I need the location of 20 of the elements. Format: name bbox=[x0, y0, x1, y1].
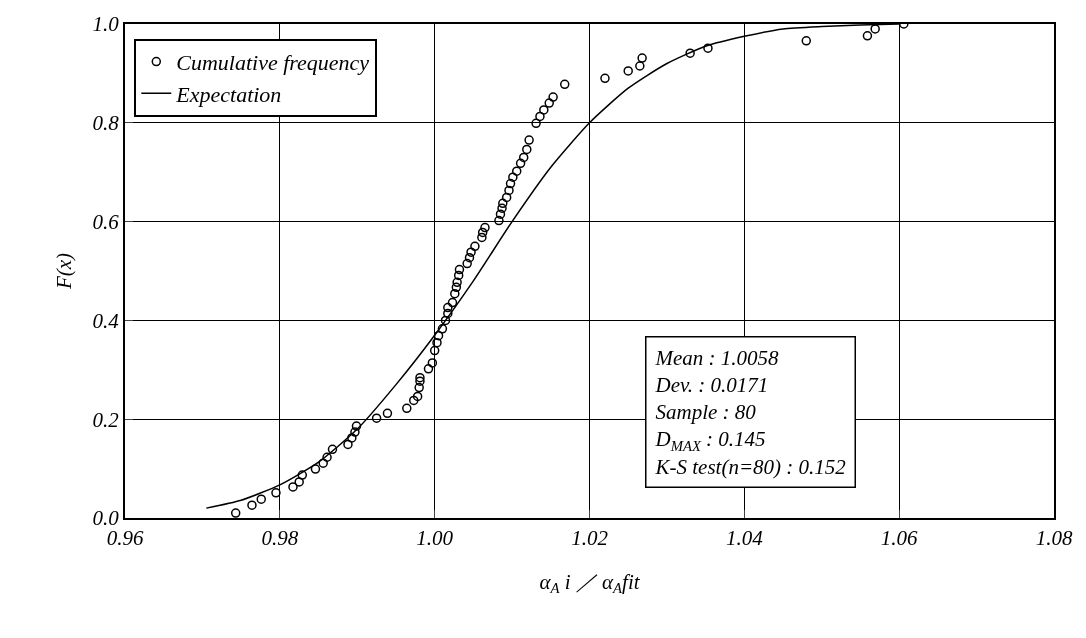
x-tick-label: 1.00 bbox=[416, 526, 454, 551]
x-tick-label: 0.98 bbox=[261, 526, 299, 551]
legend-label: Cumulative frequency bbox=[176, 50, 370, 76]
x-axis-title: α$_{A}$ i ／ α$_{A}$fit bbox=[539, 569, 641, 597]
y-tick-label: 0.2 bbox=[92, 407, 120, 432]
annotation: Dev. : 0.0171 bbox=[654, 372, 769, 397]
y-tick-label: 0.8 bbox=[92, 111, 120, 136]
legend-label: Expectation bbox=[175, 81, 282, 107]
y-tick-label: 1.0 bbox=[92, 12, 120, 37]
x-tick-label: 1.08 bbox=[1035, 526, 1073, 551]
y-tick-label: 0.6 bbox=[92, 209, 120, 234]
x-tick-label: 1.04 bbox=[725, 526, 764, 551]
annotation: K-S test(n=80) : 0.152 bbox=[654, 454, 847, 479]
x-tick-label: 1.06 bbox=[880, 526, 919, 551]
annotation: Sample : 80 bbox=[655, 400, 757, 425]
y-axis-title: F(x) bbox=[52, 252, 77, 291]
annotation: D$_{MAX}$ : 0.145 bbox=[654, 427, 766, 454]
annotation: Mean : 1.0058 bbox=[654, 345, 780, 370]
y-tick-label: 0.4 bbox=[92, 308, 120, 333]
x-tick-label: 1.02 bbox=[571, 526, 609, 551]
